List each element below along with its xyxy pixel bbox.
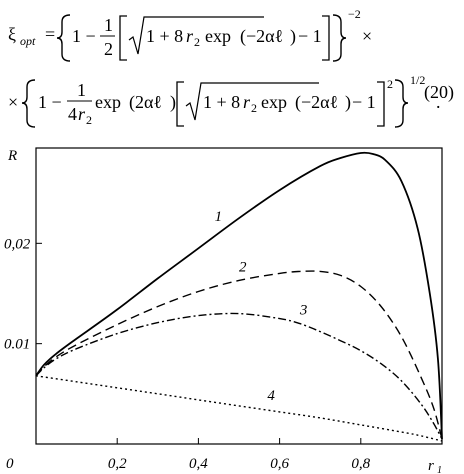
chart: 0.01 0,02 0 0,2 0,4 0,6 0,8 1 2 3 4 R r 1 <box>4 147 443 474</box>
eq-frac2-r: r <box>78 104 86 124</box>
eq-bracket-close-2 <box>377 81 385 127</box>
curve-label-1: 1 <box>215 209 223 225</box>
eq-frac2-den: 4 <box>68 104 77 124</box>
eq-sqrt-2 <box>185 82 319 121</box>
eq-minus-one-2: − 1 <box>352 92 376 112</box>
eq-exp-arg-1: −2αℓ <box>246 26 283 46</box>
eq-line2-prefix: 1 − <box>38 92 62 112</box>
eq-exp-1: exp <box>205 26 231 46</box>
eq-frac-num: 1 <box>104 15 113 35</box>
plot-frame <box>35 147 443 445</box>
eq-exp-arg-3: −2αℓ <box>301 92 338 112</box>
eq-r2: r <box>186 26 194 46</box>
eq-brace-close-1 <box>332 14 347 62</box>
series-3-line <box>35 312 443 440</box>
y-ticks: 0.01 0,02 <box>4 236 42 353</box>
x-axis-label-sub: 1 <box>437 465 442 474</box>
eq-r2-sub: 2 <box>194 35 200 49</box>
eq-exp-2: exp <box>95 92 121 112</box>
eq-frac2-num: 1 <box>77 80 86 100</box>
x-tick-label: 0,8 <box>351 456 370 472</box>
x-tick-label: 0,6 <box>270 456 289 472</box>
curve-labels: 1 2 3 4 <box>215 209 308 404</box>
eq-frac2-r-sub: 2 <box>86 113 92 127</box>
eq-outer-exp-2: 1/2 <box>410 73 425 87</box>
eq-exp-3: exp <box>261 92 287 112</box>
x-ticks: 0 0,2 0,4 0,6 0,8 <box>6 438 371 472</box>
eq-exp-open-2: ( <box>129 92 135 113</box>
eq-brace-open-2 <box>21 79 36 128</box>
eq-r2-b: r <box>243 92 251 112</box>
eq-line2-lead: × <box>8 92 18 112</box>
series-4-line <box>35 375 443 442</box>
eq-frac-den: 2 <box>104 39 113 59</box>
eq-sqrt-body-2: 1 + 8 <box>203 92 240 112</box>
eq-square: 2 <box>387 77 393 91</box>
eq-outer-exp-1: −2 <box>348 7 361 21</box>
eq-sqrt-1 <box>128 16 264 55</box>
eq-period: . <box>436 92 441 112</box>
eq-exp-arg-2: 2αℓ <box>135 92 162 112</box>
x-axis-label: r <box>428 458 434 474</box>
eq-bracket-close-1 <box>322 15 330 61</box>
y-axis-label: R <box>7 148 17 164</box>
eq-times-1: × <box>362 26 372 46</box>
eq-bracket-open-1 <box>119 15 127 61</box>
eq-number: (20) <box>424 82 454 103</box>
eq-bracket-open-2 <box>176 81 184 127</box>
y-tick-label: 0.01 <box>4 337 30 353</box>
eq-minus-one-1: − 1 <box>298 26 322 46</box>
curve-label-2: 2 <box>239 259 247 275</box>
curve-label-3: 3 <box>299 303 308 319</box>
eq-brace-close-2 <box>394 79 409 128</box>
curve-label-4: 4 <box>267 388 275 404</box>
y-tick-label: 0,02 <box>4 236 31 252</box>
series-1-line <box>35 151 443 440</box>
equation: ξ opt = 1 − 1 2 1 + 8 r 2 exp ( −2αℓ ) −… <box>8 7 454 128</box>
eq-exp-close-3: ) <box>345 92 351 113</box>
eq-brace-open-1 <box>56 14 71 62</box>
eq-exp-close-2: ) <box>170 92 176 113</box>
series-layer <box>35 151 443 442</box>
eq-sqrt-body-1: 1 + 8 <box>146 26 183 46</box>
eq-exp-close-1: ) <box>290 26 296 47</box>
eq-equals: = <box>45 24 55 44</box>
eq-exp-open-1: ( <box>240 26 246 47</box>
eq-lhs-sub: opt <box>20 34 36 48</box>
eq-exp-open-3: ( <box>295 92 301 113</box>
x-tick-label: 0,4 <box>189 456 208 472</box>
x-tick-label: 0 <box>6 456 14 472</box>
series-2-line <box>35 270 443 440</box>
x-tick-label: 0,2 <box>108 456 127 472</box>
eq-r2-sub-b: 2 <box>251 101 257 115</box>
eq-lhs: ξ <box>8 24 16 44</box>
eq-line1-prefix: 1 − <box>72 26 96 46</box>
